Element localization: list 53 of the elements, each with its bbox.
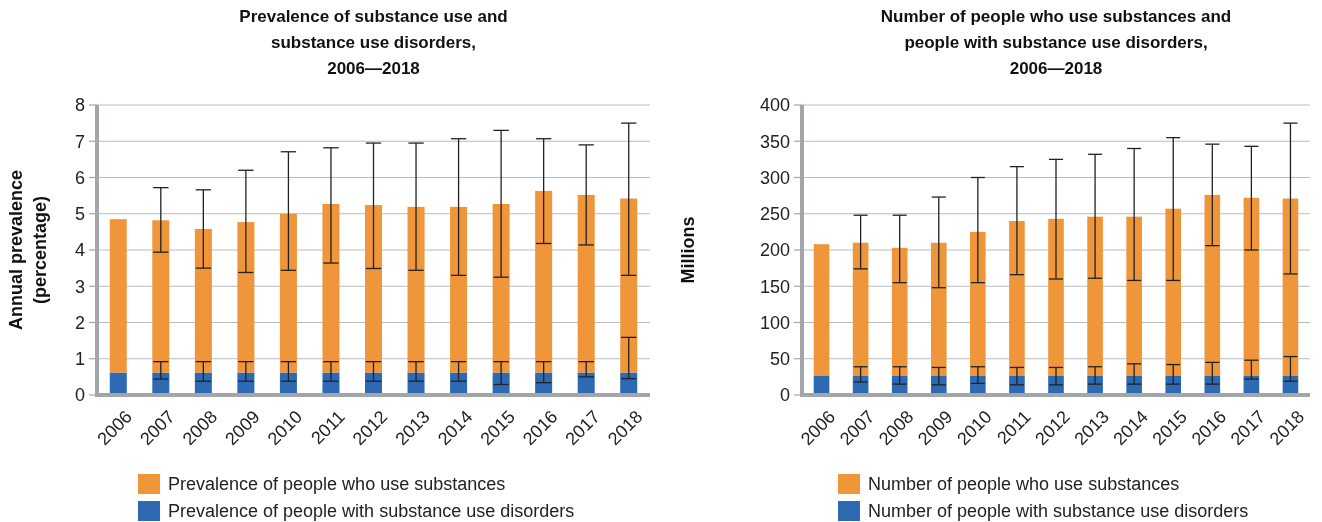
y-tick-label: 8: [74, 95, 85, 116]
bar: [109, 219, 127, 373]
bar: [930, 242, 947, 376]
bar: [279, 213, 297, 373]
bar: [970, 375, 986, 395]
bar: [407, 206, 425, 373]
y-tick-label: 100: [759, 312, 790, 333]
bar: [1165, 208, 1182, 376]
y-tick-label: 0: [74, 385, 85, 406]
legend-label: Prevalence of people with substance use disorders: [168, 501, 575, 522]
bar: [450, 206, 468, 373]
bar: [1282, 198, 1299, 376]
bar: [1126, 216, 1142, 376]
y-tick-label: 300: [759, 167, 790, 188]
y-tick-label: 200: [759, 240, 790, 261]
bar: [891, 247, 908, 376]
y-tick-label: 1: [74, 349, 85, 370]
bar: [813, 244, 830, 376]
bar: [1048, 218, 1064, 376]
bar: [194, 228, 212, 373]
y-axis-title: Annual prevalence (percentage): [6, 169, 50, 331]
bar: [852, 242, 869, 376]
bar: [1087, 216, 1103, 376]
y-tick-label: 5: [74, 204, 85, 225]
chart-title: Number of people who use substances and people with substance use disorders, 2006—2018: [880, 7, 1232, 78]
y-tick-label: 400: [759, 95, 790, 116]
y-tick-label: 3: [74, 276, 85, 297]
bar: [577, 194, 595, 373]
chart-title: Prevalence of substance use and substance use disorders, 2006—2018: [239, 7, 508, 78]
y-tick-label: 350: [759, 131, 790, 152]
bar: [364, 205, 383, 373]
legend-label: Number of people with substance use disorders: [868, 501, 1249, 522]
bar: [620, 198, 638, 373]
y-tick-label: 6: [74, 167, 85, 188]
bar: [970, 231, 986, 376]
y-tick-label: 2: [74, 312, 85, 333]
y-tick-label: 7: [74, 131, 85, 152]
y-axis-title: Millions: [678, 216, 698, 284]
legend-label: Number of people who use substances: [868, 474, 1180, 495]
y-tick-label: 150: [759, 276, 790, 297]
bar: [237, 222, 255, 373]
bar: [1009, 221, 1025, 376]
bar: [492, 203, 510, 373]
legend-label: Prevalence of people who use substances: [168, 474, 506, 495]
bar: [322, 203, 340, 373]
bar: [535, 190, 553, 373]
y-tick-label: 4: [74, 240, 85, 261]
bar: [152, 220, 170, 373]
y-tick-label: 0: [779, 385, 790, 406]
y-tick-label: 250: [759, 204, 790, 225]
y-tick-label: 50: [769, 349, 790, 370]
bar: [1243, 197, 1260, 376]
bar: [1204, 194, 1221, 376]
